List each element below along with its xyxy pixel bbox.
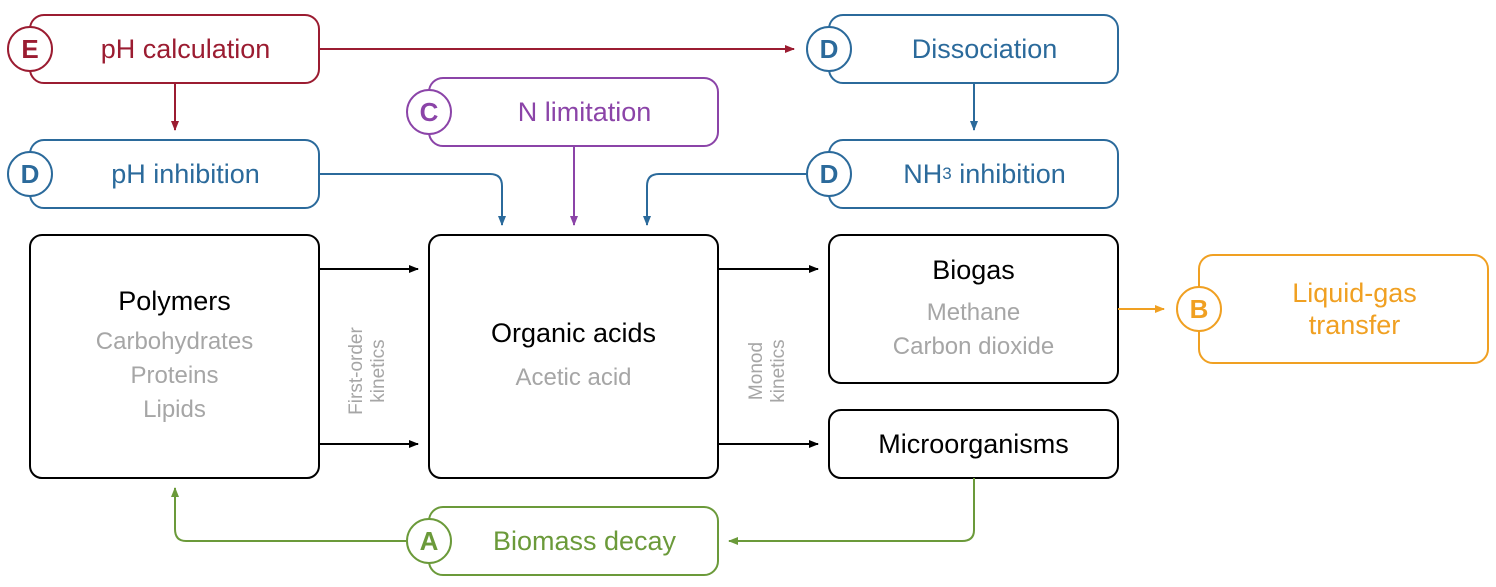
polymers-title: Polymers xyxy=(118,286,231,316)
first-order-kinetics-label: First-order kinetics xyxy=(346,316,392,426)
arrow-nh3-to-acids xyxy=(643,173,806,226)
letter-d-ph-inhibition-icon: D xyxy=(7,151,53,197)
arrow-ph-inhibition-to-acids xyxy=(319,173,506,226)
arrow-decay-to-polymers xyxy=(171,487,406,542)
nh3-suffix: inhibition xyxy=(951,158,1066,189)
polymers-content: Polymers Carbohydrates Proteins Lipids xyxy=(30,235,319,478)
organic-acids-content: Organic acids Acetic acid xyxy=(429,235,718,478)
liquid-gas-label: Liquid-gas transfer xyxy=(1225,255,1484,363)
arrow-microorganisms-to-decay xyxy=(728,478,975,545)
organic-acids-item-acetic: Acetic acid xyxy=(515,364,632,391)
letter-b-icon: B xyxy=(1176,286,1222,332)
polymers-box xyxy=(29,234,320,479)
nh3-inhibition-label: NH 3 inhibition xyxy=(855,140,1114,208)
ph-inhibition-label: pH inhibition xyxy=(111,158,260,189)
polymers-item-carbohydrates: Carbohydrates xyxy=(95,328,254,355)
letter-c-icon: C xyxy=(406,89,452,135)
biomass-decay-label: Biomass decay xyxy=(492,525,677,556)
nh3-subscript: 3 xyxy=(942,164,952,183)
letter-e-icon: E xyxy=(7,26,53,72)
organic-acids-box xyxy=(428,234,719,479)
monod-line1: Monod xyxy=(746,341,767,401)
biogas-item-co2: Carbon dioxide xyxy=(892,332,1055,360)
n-limitation-label: N limitation xyxy=(517,96,652,127)
monod-kinetics-label: Monod kinetics xyxy=(746,316,792,426)
organic-acids-title: Organic acids xyxy=(490,318,657,348)
first-order-line2: kinetics xyxy=(368,339,389,403)
biogas-title: Biogas xyxy=(932,254,1015,285)
letter-d-dissociation-icon: D xyxy=(806,26,852,72)
liquid-gas-line2: transfer xyxy=(1308,310,1401,340)
microorganisms-content: Microorganisms xyxy=(829,410,1118,478)
monod-line2: kinetics xyxy=(768,339,789,403)
liquid-gas-line1: Liquid-gas xyxy=(1292,278,1417,308)
biogas-item-methane: Methane xyxy=(926,298,1021,326)
microorganisms-title: Microorganisms xyxy=(878,428,1069,459)
letter-d-nh3-icon: D xyxy=(806,151,852,197)
dissociation-label: Dissociation xyxy=(911,33,1058,64)
polymers-item-proteins: Proteins xyxy=(130,362,219,389)
polymers-item-lipids: Lipids xyxy=(143,396,206,423)
first-order-line1: First-order xyxy=(346,327,367,415)
nh3-prefix: NH xyxy=(903,158,943,189)
biogas-content: Biogas Methane Carbon dioxide xyxy=(829,235,1118,383)
letter-a-icon: A xyxy=(406,518,452,564)
ph-calculation-label: pH calculation xyxy=(100,33,271,64)
